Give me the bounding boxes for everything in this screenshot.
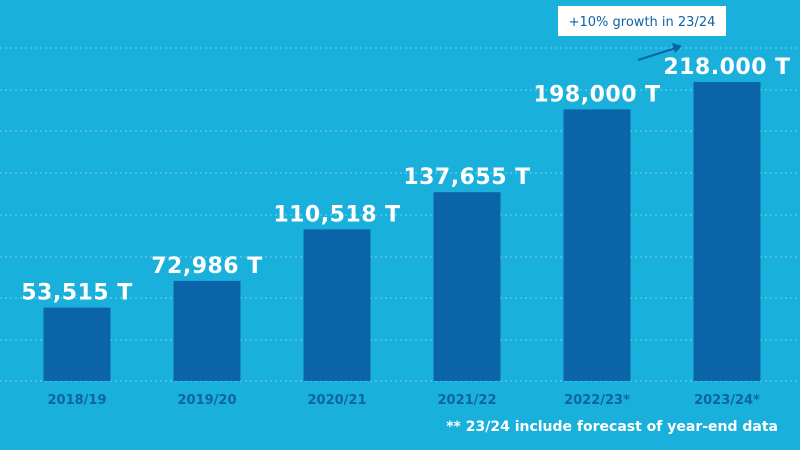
value-label: 198,000 T <box>533 82 660 107</box>
annotation-callout: +10% growth in 23/24 <box>558 6 726 61</box>
bar <box>693 82 761 381</box>
value-label: 72,986 T <box>151 254 263 279</box>
gridlines <box>0 47 800 382</box>
category-label: 2022/23* <box>564 393 630 408</box>
category-labels: 2018/19 2019/20 2020/21 2021/22 2022/23* 2023… <box>47 393 760 408</box>
bar <box>563 109 631 382</box>
category-label: 2023/24* <box>694 393 760 408</box>
annotation-box <box>558 6 726 36</box>
annotation-text: +10% growth in 23/24 <box>569 15 716 30</box>
category-label: 2020/21 <box>307 393 366 408</box>
bar <box>173 280 241 381</box>
value-label: 110,518 T <box>273 202 400 227</box>
annotation-arrow-line <box>637 47 677 61</box>
bar <box>303 229 371 381</box>
value-label: 137,655 T <box>403 165 530 190</box>
bar <box>43 307 111 381</box>
footnote: ** 23/24 include forecast of year-end da… <box>446 419 778 435</box>
category-label: 2018/19 <box>47 393 106 408</box>
value-label: 218.000 T <box>663 55 790 80</box>
category-label: 2021/22 <box>437 393 496 408</box>
bar <box>433 192 501 381</box>
category-label: 2019/20 <box>177 393 236 408</box>
value-label: 53,515 T <box>21 281 133 306</box>
annotation-arrow-head <box>672 43 682 53</box>
bars <box>43 82 761 382</box>
